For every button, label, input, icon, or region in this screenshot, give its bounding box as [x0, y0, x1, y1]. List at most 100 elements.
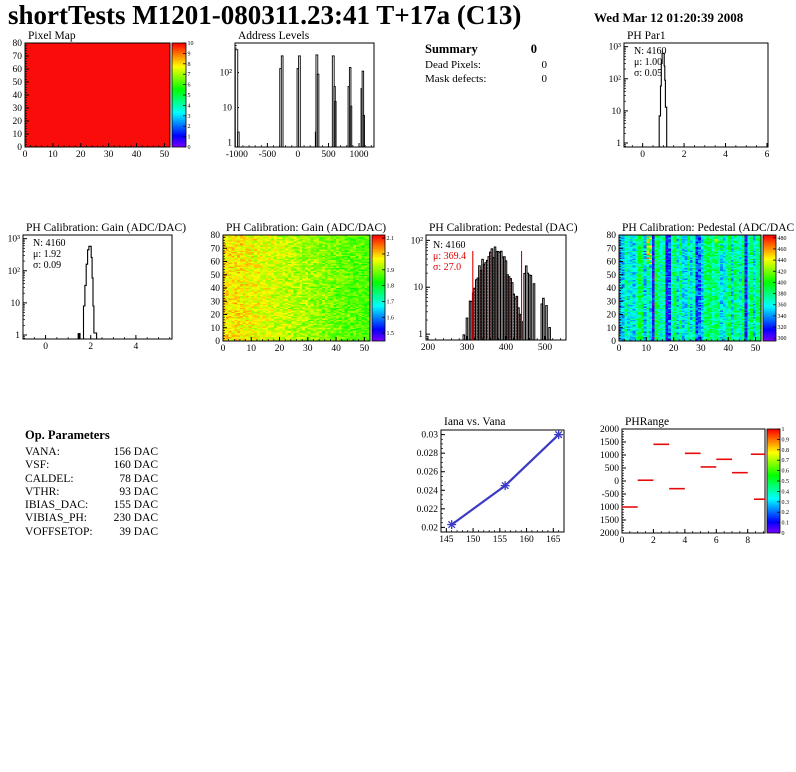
- svg-text:80: 80: [211, 231, 221, 241]
- svg-text:-1000: -1000: [226, 150, 248, 160]
- svg-text:0: 0: [188, 145, 191, 151]
- svg-text:200: 200: [421, 343, 436, 353]
- svg-text:60: 60: [13, 65, 23, 75]
- svg-text:2: 2: [682, 150, 687, 160]
- stats-pedestal-hist: N: 4160 μ: 369.4 σ: 27.0: [433, 240, 466, 273]
- svg-text:2000: 2000: [600, 529, 619, 539]
- svg-text:40: 40: [607, 284, 617, 294]
- stat-n: N: 4160: [634, 46, 667, 57]
- svg-text:0: 0: [215, 337, 220, 347]
- svg-text:4: 4: [682, 536, 687, 546]
- svg-text:50: 50: [360, 344, 370, 354]
- svg-text:-500: -500: [259, 150, 277, 160]
- stat-n: N: 4160: [33, 238, 66, 249]
- svg-text:0: 0: [43, 342, 48, 352]
- op-label: VSF:: [25, 459, 50, 472]
- svg-text:0.1: 0.1: [782, 521, 790, 527]
- svg-text:80: 80: [13, 39, 23, 49]
- timestamp: Wed Mar 12 01:20:39 2008: [594, 10, 744, 25]
- stat-mu: μ: 369.4: [433, 251, 467, 262]
- svg-text:1: 1: [15, 331, 20, 341]
- svg-text:6: 6: [714, 536, 719, 546]
- svg-text:8: 8: [188, 62, 191, 68]
- svg-text:0.03: 0.03: [421, 431, 438, 441]
- svg-text:150: 150: [466, 535, 481, 545]
- summary-total: 0: [530, 42, 537, 56]
- svg-text:30: 30: [303, 344, 313, 354]
- svg-text:50: 50: [211, 271, 221, 281]
- summary-panel: Summary 0 Dead Pixels: 0 Mask defects: 0: [425, 42, 547, 85]
- svg-text:0: 0: [221, 344, 226, 354]
- svg-text:1: 1: [227, 139, 232, 149]
- svg-text:0: 0: [614, 477, 619, 487]
- svg-text:30: 30: [104, 150, 114, 160]
- svg-text:0.5: 0.5: [782, 479, 790, 485]
- svg-text:155: 155: [493, 535, 508, 545]
- svg-text:0.2: 0.2: [782, 510, 790, 516]
- summary-label: Dead Pixels:: [425, 59, 481, 71]
- svg-text:1.7: 1.7: [387, 299, 395, 305]
- svg-text:0.026: 0.026: [417, 468, 439, 478]
- chart-title-pedestal-map: PH Calibration: Pedestal (ADC/DAC: [622, 222, 795, 234]
- op-row-vsf: VSF: 160 DAC: [25, 459, 158, 472]
- op-row-caldel: CALDEL: 78 DAC: [25, 473, 158, 486]
- page-title: shortTests M1201-080311.23:41 T+17a (C13…: [8, 0, 522, 30]
- svg-text:500: 500: [538, 343, 553, 353]
- svg-text:145: 145: [439, 535, 454, 545]
- op-value: 39 DAC: [119, 525, 158, 538]
- pedestal_map-colorbar: [763, 235, 776, 341]
- op-parameters-title: Op. Parameters: [25, 428, 110, 442]
- op-row-voffsetop: VOFFSETOP: 39 DAC: [25, 526, 158, 539]
- svg-text:70: 70: [13, 52, 23, 62]
- svg-text:2: 2: [387, 252, 390, 258]
- svg-text:300: 300: [460, 343, 475, 353]
- chart-title-ph-par1: PH Par1: [627, 30, 666, 42]
- svg-text:300: 300: [778, 336, 787, 342]
- svg-text:0.024: 0.024: [417, 486, 439, 496]
- svg-text:0: 0: [611, 337, 616, 347]
- svg-text:2: 2: [188, 124, 191, 130]
- svg-text:0.7: 0.7: [782, 458, 790, 464]
- svg-text:0.022: 0.022: [417, 505, 439, 515]
- op-row-ibias-dac: IBIAS_DAC: 155 DAC: [25, 499, 158, 512]
- svg-text:50: 50: [607, 271, 617, 281]
- op-label: VIBIAS_PH:: [25, 512, 87, 525]
- svg-text:10: 10: [642, 344, 652, 354]
- summary-label: Mask defects:: [425, 73, 487, 85]
- svg-text:0.6: 0.6: [782, 469, 790, 475]
- svg-text:40: 40: [331, 344, 341, 354]
- svg-text:0: 0: [617, 344, 622, 354]
- svg-text:10²: 10²: [8, 267, 21, 277]
- svg-text:340: 340: [778, 314, 787, 320]
- svg-text:2: 2: [88, 342, 93, 352]
- gain_map-colorbar: [372, 235, 385, 341]
- svg-text:6: 6: [188, 83, 191, 89]
- stat-sigma: σ: 0.09: [33, 260, 62, 271]
- pedestal_map-heatmap-canvas: [619, 235, 761, 341]
- svg-text:10: 10: [607, 324, 617, 334]
- svg-text:20: 20: [211, 311, 221, 321]
- svg-text:10: 10: [48, 150, 58, 160]
- svg-text:4: 4: [188, 103, 191, 109]
- svg-text:160: 160: [519, 535, 534, 545]
- svg-text:10: 10: [188, 41, 194, 47]
- svg-text:10³: 10³: [8, 235, 21, 245]
- op-row-vibias-ph: VIBIAS_PH: 230 DAC: [25, 512, 158, 525]
- svg-text:20: 20: [669, 344, 679, 354]
- summary-value: 0: [541, 59, 548, 71]
- summary-value: 0: [541, 73, 548, 85]
- svg-text:0.02: 0.02: [421, 523, 438, 533]
- op-label: VANA:: [25, 446, 60, 458]
- svg-text:0: 0: [640, 150, 645, 160]
- op-value: 93 DAC: [119, 485, 158, 498]
- svg-text:30: 30: [696, 344, 706, 354]
- stat-sigma: σ: 0.05: [634, 68, 663, 79]
- svg-text:0.3: 0.3: [782, 500, 790, 506]
- svg-text:70: 70: [607, 244, 617, 254]
- svg-text:30: 30: [13, 104, 23, 114]
- summary-row-mask-defects: Mask defects: 0: [425, 73, 547, 85]
- svg-text:2000: 2000: [600, 425, 619, 435]
- svg-text:40: 40: [132, 150, 142, 160]
- op-label: VOFFSETOP:: [25, 525, 93, 538]
- op-value: 156 DAC: [113, 446, 158, 458]
